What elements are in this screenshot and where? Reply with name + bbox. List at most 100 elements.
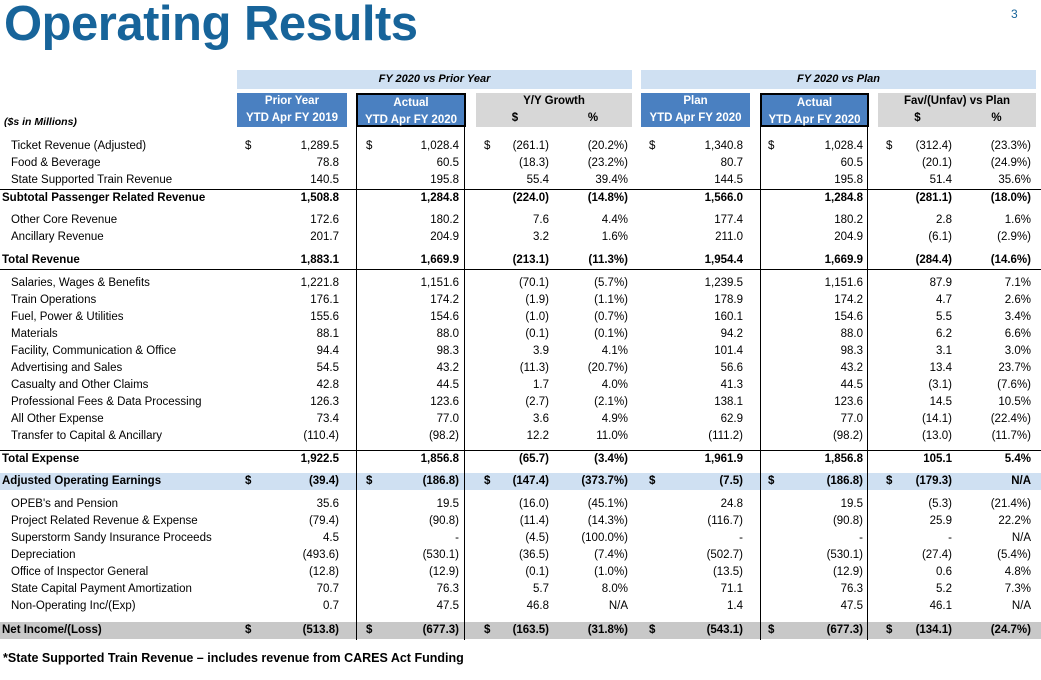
row-label: Facility, Communication & Office <box>11 343 176 360</box>
table-cell: 172.6 <box>310 212 339 229</box>
table-cell: (2.7) <box>525 394 549 411</box>
table-row: Ticket Revenue (Adjusted) $ $ $ $ $ $1,289.5 1,… <box>0 138 1041 155</box>
table-cell: (13.0) <box>922 428 952 445</box>
table-row: Salaries, Wages & Benefits 1,221.8 1,151.6… <box>0 275 1041 292</box>
table-cell: (23.2%) <box>588 155 628 172</box>
table-row: Net Income/(Loss) $ $ $ $ $ $ (513.8) (677.3) (16… <box>0 622 1041 639</box>
table-row: Materials 88.1 88.0 (0.1) (0.1%) 94.2 88.0 6.2 6… <box>0 326 1041 343</box>
row-label: Total Expense <box>2 451 79 468</box>
table-cell: (20.7%) <box>588 360 628 377</box>
header-plan-line2: YTD Apr FY 2020 <box>641 110 750 127</box>
table-cell: 8.0% <box>602 581 628 598</box>
table-cell: 56.6 <box>721 360 743 377</box>
table-cell: (3.1) <box>928 377 952 394</box>
table-cell: 5.2 <box>936 581 952 598</box>
table-cell: 73.4 <box>317 411 339 428</box>
table-cell: 155.6 <box>310 309 339 326</box>
actual-vs-plan-column-outline <box>760 127 868 640</box>
row-label: Casualty and Other Claims <box>11 377 148 394</box>
row-label: Net Income/(Loss) <box>2 622 102 639</box>
table-cell: (7.5) <box>719 473 743 490</box>
table-cell: 25.9 <box>930 513 952 530</box>
table-cell: (21.4%) <box>991 496 1031 513</box>
table-row: Adjusted Operating Earnings $ $ $ $ $ $ (39.4) (… <box>0 473 1041 490</box>
row-label: Superstorm Sandy Insurance Proceeds <box>11 530 212 547</box>
table-cell: (5.3) <box>928 496 952 513</box>
table-cell: - <box>739 530 743 547</box>
table-row: All Other Expense 73.4 77.0 3.6 4.9% 62.9 77.0… <box>0 411 1041 428</box>
table-cell: (110.4) <box>303 428 339 445</box>
units-label: ($s in Millions) <box>4 116 77 128</box>
row-label: State Supported Train Revenue <box>11 172 172 189</box>
table-cell: 101.4 <box>714 343 743 360</box>
table-cell: (5.4%) <box>997 547 1031 564</box>
currency-symbol: $ <box>245 622 251 639</box>
table-cell: 1.6% <box>602 229 628 246</box>
table-cell: (513.8) <box>303 622 339 639</box>
table-cell: (224.0) <box>513 190 549 207</box>
table-cell: (12.8) <box>309 564 339 581</box>
table-cell: 1,340.8 <box>705 138 743 155</box>
table-cell: (20.1) <box>922 155 952 172</box>
table-row: Depreciation (493.6) (530.1) (36.5) (7.4%) (5… <box>0 547 1041 564</box>
table-cell: 94.4 <box>317 343 339 360</box>
footnote: *State Supported Train Revenue – include… <box>3 651 464 665</box>
table-cell: 11.0% <box>596 428 628 445</box>
table-cell: (2.9%) <box>997 229 1031 246</box>
header-actual2-line1: Actual <box>762 95 867 112</box>
table-row: Other Core Revenue 172.6 180.2 7.6 4.4% 177.4… <box>0 212 1041 229</box>
table-cell: 80.7 <box>721 155 743 172</box>
table-cell: (23.3%) <box>991 138 1031 155</box>
table-cell: N/A <box>1011 473 1031 490</box>
row-label: OPEB's and Pension <box>11 496 118 513</box>
table-cell: 10.5% <box>998 394 1031 411</box>
table-cell: 177.4 <box>714 212 743 229</box>
table-cell: (11.7%) <box>992 428 1031 445</box>
table-row: OPEB's and Pension 35.6 19.5 (16.0) (45.1%) 2… <box>0 496 1041 513</box>
header-actual-vs-plan: Actual YTD Apr FY 2020 <box>760 93 869 127</box>
table-cell: 39.4% <box>595 172 628 189</box>
table-cell: 0.6 <box>936 564 952 581</box>
table-cell: 62.9 <box>721 411 743 428</box>
table-cell: 1.7 <box>533 377 549 394</box>
table-row: Superstorm Sandy Insurance Proceeds 4.5-(… <box>0 530 1041 547</box>
table-cell: 5.4% <box>1005 451 1031 468</box>
table-cell: 46.8 <box>527 598 549 615</box>
table-row: Office of Inspector General (12.8) (12.9)(… <box>0 564 1041 581</box>
table-cell: 178.9 <box>714 292 743 309</box>
row-label: Salaries, Wages & Benefits <box>11 275 150 292</box>
row-label: Other Core Revenue <box>11 212 117 229</box>
currency-symbol: $ <box>649 622 655 639</box>
table-cell: 12.2 <box>527 428 549 445</box>
row-label: Depreciation <box>11 547 76 564</box>
group-header-plan: FY 2020 vs Plan <box>641 70 1036 89</box>
row-label: Train Operations <box>11 292 96 309</box>
currency-symbol: $ <box>886 473 892 490</box>
table-cell: (134.1) <box>916 622 952 639</box>
currency-symbol: $ <box>886 138 892 155</box>
header-fav-dollar: $ <box>878 110 957 127</box>
table-cell: 3.0% <box>1005 343 1031 360</box>
group-header-prior-year: FY 2020 vs Prior Year <box>237 70 632 89</box>
table-cell: 22.2% <box>998 513 1031 530</box>
table-cell: (312.4) <box>916 138 952 155</box>
table-cell: 2.8 <box>936 212 952 229</box>
table-row: Ancillary Revenue 201.7 204.9 3.2 1.6% 211.0 2… <box>0 229 1041 246</box>
table-cell: N/A <box>1012 530 1031 547</box>
table-cell: 24.8 <box>721 496 743 513</box>
table-cell: 13.4 <box>930 360 952 377</box>
table-cell: 144.5 <box>714 172 743 189</box>
table-cell: (14.6%) <box>991 252 1031 269</box>
table-cell: 0.7 <box>323 598 339 615</box>
currency-symbol: $ <box>886 622 892 639</box>
table-cell: 4.5 <box>323 530 339 547</box>
table-cell: 4.8% <box>1005 564 1031 581</box>
currency-symbol: $ <box>484 138 490 155</box>
table-row: State Supported Train Revenue 140.5 195.8 5… <box>0 172 1041 189</box>
table-cell: (36.5) <box>519 547 549 564</box>
table-cell: 1.6% <box>1005 212 1031 229</box>
table-cell: (27.4) <box>922 547 952 564</box>
currency-symbol: $ <box>245 473 251 490</box>
table-cell: (1.9) <box>525 292 549 309</box>
table-cell: (16.0) <box>519 496 549 513</box>
